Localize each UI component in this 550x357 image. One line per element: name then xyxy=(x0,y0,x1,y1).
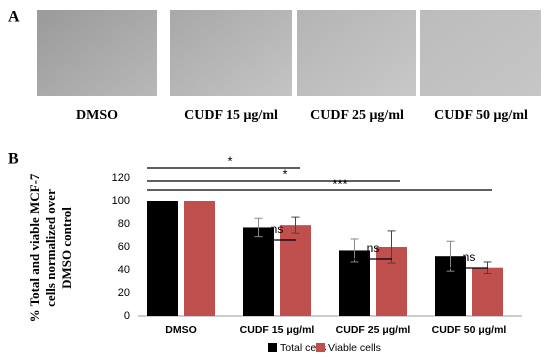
micrograph xyxy=(297,10,416,96)
y-tick-label: 60 xyxy=(118,241,130,253)
y-axis-label: cells normalized over xyxy=(43,189,58,307)
x-tick-label: CUDF 50 μg/ml xyxy=(432,324,507,336)
bar xyxy=(243,227,274,316)
bar xyxy=(147,201,178,316)
legend-swatch xyxy=(268,343,277,352)
significance-label: ns xyxy=(463,250,476,264)
y-tick-label: 0 xyxy=(124,310,130,322)
y-axis-label: % Total and viable MCF-7 xyxy=(27,173,42,322)
significance-label: *** xyxy=(332,176,347,191)
legend-swatch xyxy=(316,343,325,352)
image-caption: CUDF 15 μg/ml xyxy=(184,108,278,123)
micrograph xyxy=(420,10,541,96)
x-tick-label: CUDF 25 μg/ml xyxy=(336,324,411,336)
micrograph xyxy=(170,10,292,96)
x-tick-label: CUDF 15 μg/ml xyxy=(240,324,315,336)
image-caption: CUDF 25 μg/ml xyxy=(310,108,404,123)
significance-label: * xyxy=(227,153,232,168)
bar xyxy=(280,225,311,316)
panel-label: A xyxy=(8,9,20,26)
significance-label: ns xyxy=(367,241,380,255)
image-caption: DMSO xyxy=(76,108,118,123)
legend-label: Total cells xyxy=(280,342,326,354)
y-axis-label: DMSO control xyxy=(59,207,74,289)
bar xyxy=(472,267,503,316)
y-tick-label: 80 xyxy=(118,218,130,230)
x-tick-label: DMSO xyxy=(165,324,197,336)
legend-label: Viable cells xyxy=(328,342,381,354)
significance-label: ns xyxy=(271,222,284,236)
image-caption: CUDF 50 μg/ml xyxy=(434,108,528,123)
bar xyxy=(184,201,215,316)
y-tick-label: 20 xyxy=(118,287,130,299)
y-tick-label: 100 xyxy=(112,195,130,207)
panel-label: B xyxy=(8,151,19,168)
y-tick-label: 40 xyxy=(118,264,130,276)
significance-label: * xyxy=(282,166,287,181)
y-tick-label: 120 xyxy=(112,172,130,184)
micrograph xyxy=(37,10,157,96)
